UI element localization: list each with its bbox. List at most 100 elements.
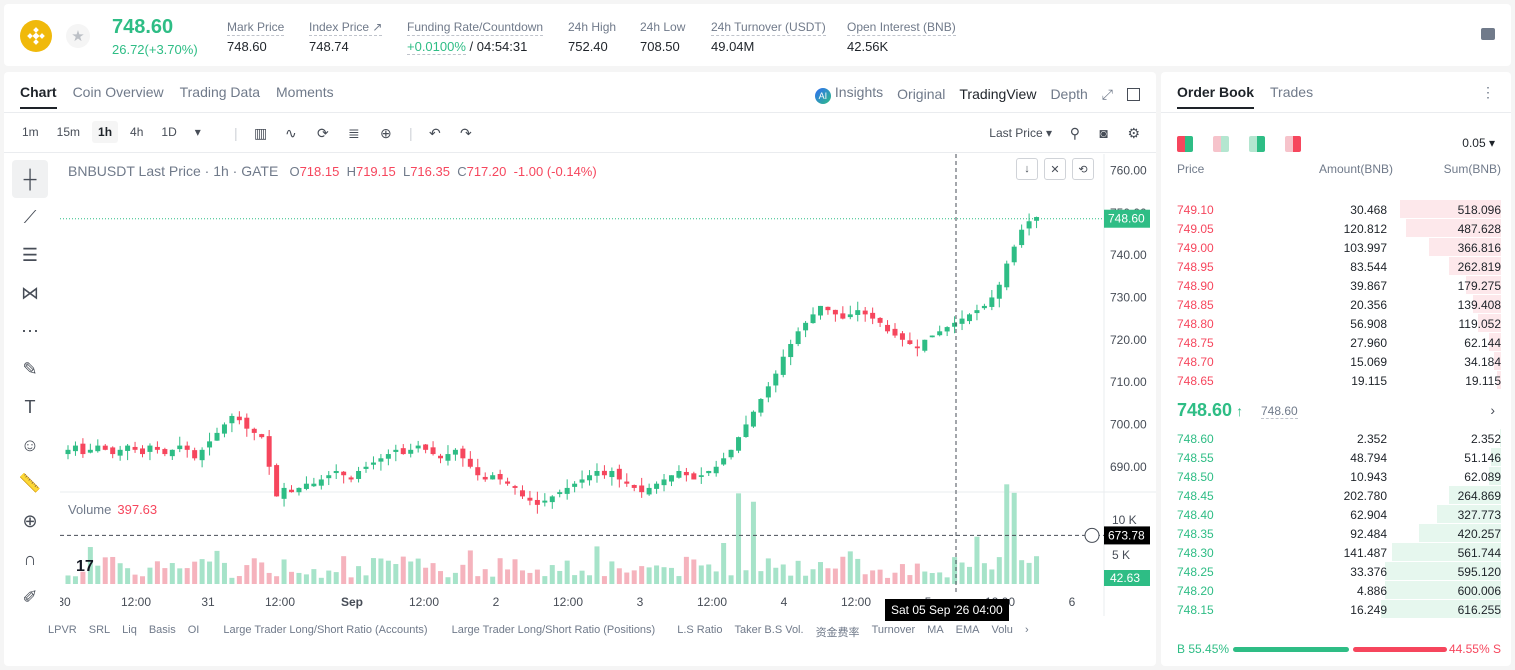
undo-icon[interactable]: ↶ <box>429 125 441 141</box>
add-alert-icon[interactable]: ⊕ <box>380 125 392 141</box>
bid-row[interactable]: 748.50 10.943 62.089 <box>1161 467 1511 486</box>
ask-row[interactable]: 748.65 19.115 19.115 <box>1161 371 1511 390</box>
indicators-icon[interactable]: ∿ <box>285 125 297 141</box>
camera-icon[interactable]: ◙ <box>1099 125 1108 141</box>
volume-bar <box>899 564 905 584</box>
mode-split-icon[interactable] <box>1213 136 1229 152</box>
trend-line-icon[interactable]: ⟋ <box>23 206 37 227</box>
indicator-lpvr[interactable]: LPVR <box>48 624 77 636</box>
more-menu-icon[interactable]: ⋮ <box>1481 84 1495 100</box>
ask-row[interactable]: 749.05 120.812 487.628 <box>1161 219 1511 238</box>
ask-row[interactable]: 748.80 56.908 119.052 <box>1161 314 1511 333</box>
fib-icon[interactable]: ⋯ <box>21 320 39 341</box>
refresh-icon[interactable]: ⟲ <box>1072 158 1094 180</box>
tab-moments[interactable]: Moments <box>276 84 334 100</box>
volume-bar <box>132 574 138 584</box>
interval-1h[interactable]: 1h <box>92 121 119 143</box>
candle-body <box>676 470 682 478</box>
indicator-ma[interactable]: MA <box>927 624 944 636</box>
price-chart[interactable]: 690.00700.00710.00720.00730.00740.00750.… <box>60 154 1156 616</box>
chevron-right-icon[interactable]: › <box>1490 402 1495 418</box>
collapse-icon[interactable]: ✕ <box>1044 158 1066 180</box>
candle-body <box>534 499 540 505</box>
row-price: 748.15 <box>1177 603 1214 617</box>
zoom-in-icon[interactable]: ⊕ <box>22 510 38 531</box>
tab-order-book[interactable]: Order Book <box>1177 84 1255 109</box>
crosshair-icon[interactable]: ┼ <box>12 160 48 198</box>
bid-row[interactable]: 748.40 62.904 327.773 <box>1161 505 1511 524</box>
ruler-icon[interactable]: 📏 <box>18 472 42 493</box>
indicator-turnover[interactable]: Turnover <box>871 624 916 636</box>
interval-1d[interactable]: 1D <box>161 125 177 139</box>
interval-1m[interactable]: 1m <box>22 125 39 139</box>
last-price-selector[interactable]: Last Price ▾ <box>989 126 1052 140</box>
view-tradingview[interactable]: TradingView <box>959 86 1037 102</box>
text-tool-icon[interactable]: T <box>24 396 36 417</box>
indicator-oi[interactable]: OI <box>187 624 200 636</box>
ask-row[interactable]: 748.90 39.867 179.275 <box>1161 276 1511 295</box>
interval-dropdown-icon[interactable]: ▾ <box>194 125 201 139</box>
indicator-srl[interactable]: SRL <box>88 624 111 636</box>
ask-row[interactable]: 748.75 27.960 62.144 <box>1161 333 1511 352</box>
bid-row[interactable]: 748.15 16.249 616.255 <box>1161 600 1511 619</box>
ask-row[interactable]: 748.95 83.544 262.819 <box>1161 257 1511 276</box>
insights-button[interactable]: AI Insights <box>814 84 883 104</box>
ask-row[interactable]: 749.10 30.468 518.096 <box>1161 200 1511 219</box>
indicator-taker-vol[interactable]: Taker B.S Vol. <box>734 624 804 636</box>
indicator-funding-rate[interactable]: 资金费率 <box>815 627 860 639</box>
ask-row[interactable]: 748.70 15.069 34.184 <box>1161 352 1511 371</box>
bid-row[interactable]: 748.55 48.794 51.146 <box>1161 448 1511 467</box>
mode-bids-icon[interactable] <box>1249 136 1265 152</box>
search-icon[interactable]: ⚲ <box>1069 125 1080 141</box>
favorite-star-icon[interactable]: ★ <box>66 24 90 48</box>
tab-chart[interactable]: Chart <box>20 84 57 109</box>
horizontal-lines-icon[interactable]: ☰ <box>21 244 39 265</box>
bid-row[interactable]: 748.30 141.487 561.744 <box>1161 543 1511 562</box>
book-icon[interactable] <box>1481 28 1495 40</box>
chevron-right-icon[interactable]: › <box>1024 624 1029 636</box>
window-icon[interactable] <box>1127 87 1140 101</box>
interval-15m[interactable]: 15m <box>56 125 81 139</box>
indicator-liq[interactable]: Liq <box>122 624 137 636</box>
settings-gear-icon[interactable]: ⚙ <box>1127 125 1140 141</box>
candle-body <box>542 500 548 503</box>
redo-icon[interactable]: ↷ <box>460 125 472 141</box>
compare-icon[interactable]: ⟳ <box>317 125 329 141</box>
pattern-icon[interactable]: ⋈ <box>21 282 39 303</box>
expand-icon[interactable]: ⤢ <box>1101 85 1113 102</box>
indicator-ema[interactable]: EMA <box>955 624 980 636</box>
volume-bar <box>989 569 995 584</box>
tab-coin-overview[interactable]: Coin Overview <box>72 84 164 100</box>
bid-row[interactable]: 748.25 33.376 595.120 <box>1161 562 1511 581</box>
view-depth[interactable]: Depth <box>1050 86 1088 102</box>
mode-asks-icon[interactable] <box>1285 136 1301 152</box>
ask-row[interactable]: 749.00 103.997 366.816 <box>1161 238 1511 257</box>
mode-both-icon[interactable] <box>1177 136 1193 152</box>
tab-trading-data[interactable]: Trading Data <box>179 84 261 100</box>
brush-icon[interactable]: ✎ <box>22 358 38 379</box>
pencil-icon[interactable]: ✐ <box>22 586 38 607</box>
interval-4h[interactable]: 4h <box>130 125 144 139</box>
candle-body <box>244 417 250 429</box>
candle-type-icon[interactable]: ▥ <box>254 125 268 141</box>
indicator-basis[interactable]: Basis <box>148 624 176 636</box>
magnet-icon[interactable]: ∩ <box>23 548 37 569</box>
emoji-icon[interactable]: ☺ <box>20 434 40 455</box>
bid-row[interactable]: 748.60 2.352 2.352 <box>1161 429 1511 448</box>
bid-row[interactable]: 748.20 4.886 600.006 <box>1161 581 1511 600</box>
ask-row[interactable]: 748.85 20.356 139.408 <box>1161 295 1511 314</box>
mid-mark-price[interactable]: 748.60 <box>1261 404 1298 419</box>
view-original[interactable]: Original <box>897 86 946 102</box>
tick-size-selector[interactable]: 0.05 ▾ <box>1462 136 1495 150</box>
indicator-ls-ratio[interactable]: L.S Ratio <box>677 624 723 636</box>
tab-trades[interactable]: Trades <box>1270 84 1314 100</box>
bid-row[interactable]: 748.45 202.780 264.869 <box>1161 486 1511 505</box>
row-sum: 62.144 <box>1464 336 1501 350</box>
indicator-lsr-positions[interactable]: Large Trader Long/Short Ratio (Positions… <box>451 624 656 636</box>
templates-icon[interactable]: ≣ <box>348 125 360 141</box>
indicator-volume[interactable]: Volu <box>991 624 1013 636</box>
scroll-down-icon[interactable]: ↓ <box>1016 158 1038 180</box>
bid-row[interactable]: 748.35 92.484 420.257 <box>1161 524 1511 543</box>
indicator-lsr-accounts[interactable]: Large Trader Long/Short Ratio (Accounts) <box>223 624 428 636</box>
volume-bar <box>385 560 391 584</box>
